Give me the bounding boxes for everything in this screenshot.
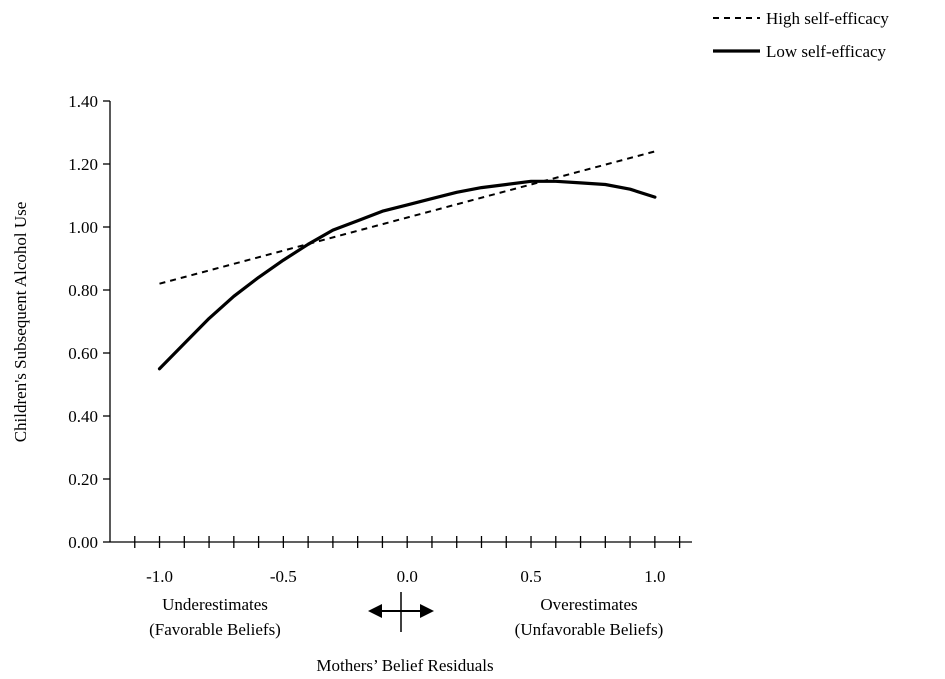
y-tick-label: 1.20 [68, 155, 98, 174]
y-tick-label: 0.60 [68, 344, 98, 363]
y-ticks: 0.00 0.20 0.40 0.60 0.80 1.00 1.20 1.40 [68, 92, 110, 552]
annotation-unfavorable-beliefs: (Unfavorable Beliefs) [515, 620, 664, 639]
series-low-self-efficacy [157, 179, 657, 371]
double-arrow-icon [368, 592, 434, 632]
x-ticks: -1.0 -0.5 0.0 0.5 1.0 [134, 536, 681, 586]
y-axis-label: Children's Subsequent Alcohol Use [11, 202, 30, 443]
y-tick-label: 0.40 [68, 407, 98, 426]
x-tick-label: -1.0 [146, 567, 173, 586]
x-axis-label: Mothers’ Belief Residuals [316, 656, 493, 675]
legend-high-label: High self-efficacy [766, 9, 889, 28]
x-tick-label: -0.5 [270, 567, 297, 586]
x-tick-label: 1.0 [644, 567, 665, 586]
x-tick-label: 0.0 [397, 567, 418, 586]
y-tick-label: 0.20 [68, 470, 98, 489]
y-tick-label: 0.00 [68, 533, 98, 552]
legend: High self-efficacy Low self-efficacy [713, 9, 889, 61]
y-tick-label: 0.80 [68, 281, 98, 300]
annotation-overestimates: Overestimates [540, 595, 637, 614]
y-tick-label: 1.40 [68, 92, 98, 111]
annotation-underestimates: Underestimates [162, 595, 268, 614]
series-high-self-efficacy [159, 150, 656, 285]
legend-low-label: Low self-efficacy [766, 42, 887, 61]
annotation-favorable-beliefs: (Favorable Beliefs) [149, 620, 281, 639]
x-tick-label: 0.5 [520, 567, 541, 586]
y-tick-label: 1.00 [68, 218, 98, 237]
